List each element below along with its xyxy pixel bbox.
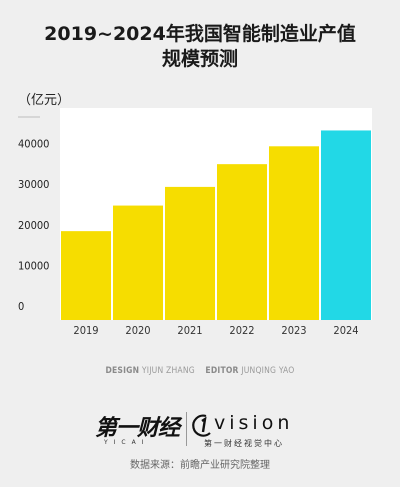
y-tick-label-20000: 20000 xyxy=(18,219,49,232)
x-tick-label-2019: 2019 xyxy=(73,324,98,337)
y-tick-label-0: 0 xyxy=(18,300,24,313)
editor-name: JUNQING YAO xyxy=(241,366,295,376)
logos: 第一财经 YICAI vision 第一财经视觉中心 xyxy=(0,410,400,450)
bar-2022 xyxy=(217,164,267,320)
data-source: 数据来源：前瞻产业研究院整理 xyxy=(130,460,270,471)
bar-2021 xyxy=(165,186,215,320)
bar-chart: 2019 2020 2021 2022 2023 2024 0 10000 20000 30000… xyxy=(18,108,372,337)
credits: DESIGN YIJUN ZHANG EDITOR JUNQING YAO xyxy=(0,366,400,376)
title-line-2: 规模预测 xyxy=(161,48,238,70)
bar-2024 xyxy=(321,130,371,320)
logo-divider xyxy=(186,412,187,446)
bar-2019 xyxy=(61,231,111,320)
y-tick-label-10000: 10000 xyxy=(18,259,49,272)
vision-mark-icon xyxy=(192,414,211,437)
y-tick-label-30000: 30000 xyxy=(18,178,49,191)
plot-background xyxy=(60,108,372,320)
yicai-logo-sub: YICAI xyxy=(104,439,150,446)
editor-label: EDITOR xyxy=(205,366,239,376)
unit-label: （亿元） xyxy=(18,93,71,108)
x-tick-label-2023: 2023 xyxy=(281,324,306,337)
vision-logo: vision xyxy=(214,412,294,434)
y-tick-label-40000: 40000 xyxy=(18,138,49,151)
bar-2020 xyxy=(113,205,163,320)
chart-title: 2019~2024年我国智能制造业产值 规模预测 xyxy=(0,22,400,72)
design-name: YIJUN ZHANG xyxy=(141,366,195,376)
x-tick-label-2022: 2022 xyxy=(229,324,254,337)
title-line-1: 2019~2024年我国智能制造业产值 xyxy=(44,23,356,45)
yicai-logo: 第一财经 xyxy=(95,416,180,441)
design-label: DESIGN xyxy=(105,366,140,376)
x-tick-label-2021: 2021 xyxy=(177,324,202,337)
x-tick-label-2020: 2020 xyxy=(125,324,150,337)
vision-logo-sub: 第一财经视觉中心 xyxy=(204,439,284,448)
bar-2023 xyxy=(269,146,319,320)
x-tick-label-2024: 2024 xyxy=(333,324,358,337)
